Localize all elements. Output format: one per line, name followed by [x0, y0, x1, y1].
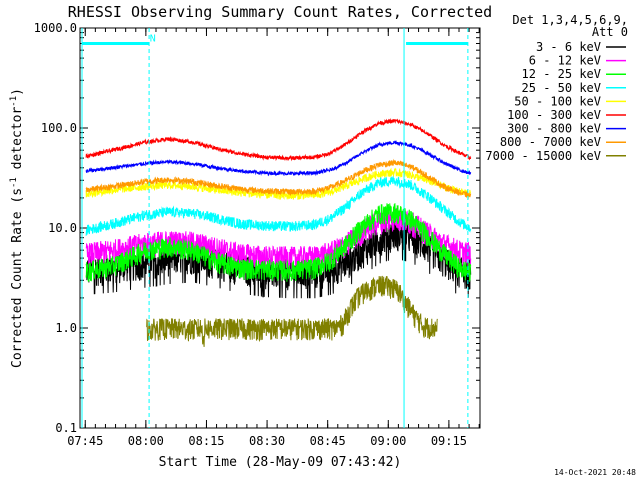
y-tick-label: 10.0	[48, 221, 77, 235]
series-25-50-keV-kev	[85, 176, 472, 236]
legend-label: 100 - 300 keV	[507, 108, 601, 122]
series-trace	[85, 117, 472, 162]
y-axis-label-mid: detector	[10, 107, 25, 178]
annotation-label: N	[150, 34, 156, 45]
x-tick-label: 08:00	[128, 434, 164, 448]
x-tick-label: 08:30	[249, 434, 285, 448]
series-100-300-keV-kev	[85, 117, 472, 162]
y-axis: 0.1 1.0 10.0 100.0 1000.0	[34, 21, 480, 435]
legend-label: 3 - 6 keV	[536, 40, 601, 54]
series-12-25-keV-kev	[85, 203, 472, 282]
legend-label: 12 - 25 keV	[522, 67, 601, 81]
legend-label: 300 - 800 keV	[507, 122, 601, 136]
y-axis-label-end: )	[10, 88, 25, 96]
legend-header-line1: Det 1,3,4,5,6,9,	[512, 13, 628, 27]
y-tick-label: 0.1	[55, 421, 77, 435]
series-300-800-keV-kev	[85, 140, 472, 177]
footer-timestamp: 14-Oct-2021 20:48	[554, 468, 636, 477]
y-axis-label-main: Corrected Count Rate (s	[10, 188, 25, 368]
series-trace	[85, 203, 472, 282]
legend-label: 800 - 7000 keV	[500, 135, 601, 149]
legend-label: 25 - 50 keV	[522, 81, 601, 95]
x-axis-label: Start Time (28-May-09 07:43:42)	[159, 455, 402, 470]
x-tick-label: 08:15	[188, 434, 224, 448]
legend-label: 6 - 12 keV	[529, 54, 601, 68]
series-7000-15000-keV-kev	[146, 275, 438, 347]
x-tick-label: 09:15	[431, 434, 467, 448]
y-tick-label: 1.0	[55, 321, 77, 335]
legend-header-line2: Att 0	[592, 25, 628, 39]
markers-layer: N	[81, 28, 469, 428]
y-axis-label-sup1: -1	[9, 177, 19, 188]
chart-title: RHESSI Observing Summary Count Rates, Co…	[68, 3, 492, 21]
x-tick-label: 09:00	[370, 434, 406, 448]
x-axis: 07:45 08:00 08:15 08:30 08:45 09:00 09:15	[67, 28, 480, 448]
series-trace	[85, 176, 472, 236]
y-axis-label-sup2: -1	[9, 96, 19, 107]
y-axis-label: Corrected Count Rate (s-1 detector-1)	[9, 88, 25, 368]
series-trace	[146, 275, 438, 347]
x-tick-label: 08:45	[310, 434, 346, 448]
y-tick-label: 100.0	[41, 121, 77, 135]
legend-label: 50 - 100 keV	[514, 94, 601, 108]
series-layer	[85, 117, 472, 347]
legend-label: 7000 - 15000 keV	[485, 149, 601, 163]
series-trace	[85, 140, 472, 177]
series-trace	[85, 158, 472, 200]
y-tick-label: 1000.0	[34, 21, 77, 35]
series-800-7000-keV-kev	[85, 158, 472, 200]
x-tick-label: 07:45	[67, 434, 103, 448]
